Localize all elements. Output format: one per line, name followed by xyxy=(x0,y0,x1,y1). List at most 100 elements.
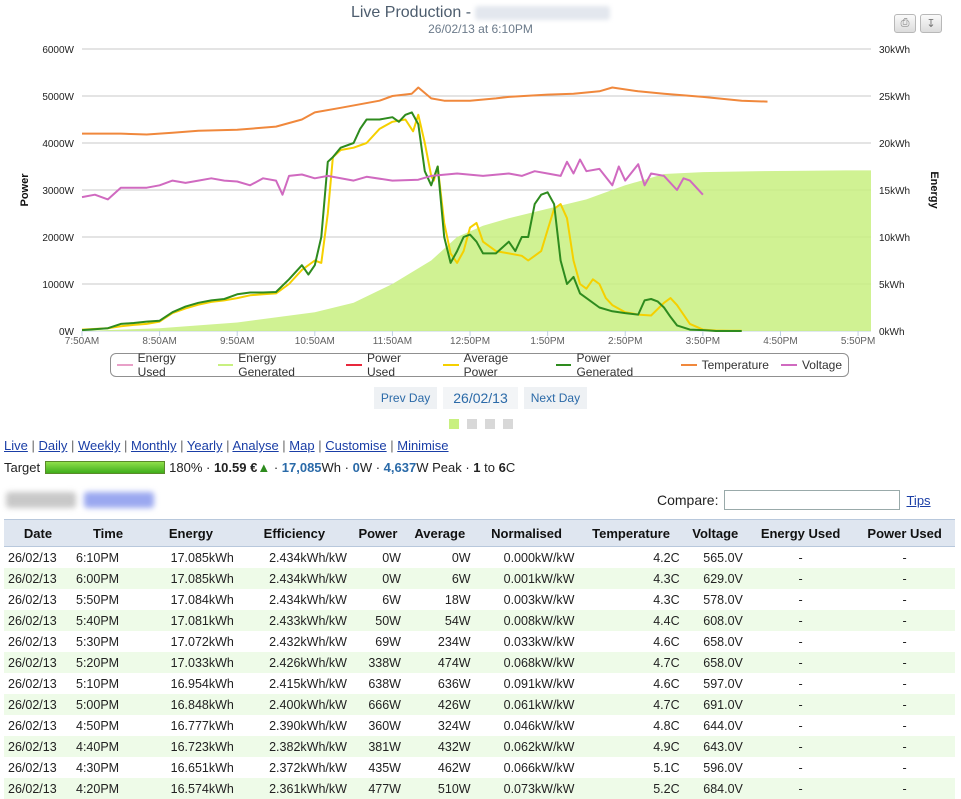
table-cell: 5:40PM xyxy=(72,610,144,631)
legend-item[interactable]: Power Generated xyxy=(555,351,669,379)
legend-item[interactable]: Temperature xyxy=(680,358,769,372)
column-header[interactable]: Power xyxy=(350,519,405,547)
y-right-tick-label: 0kWh xyxy=(879,327,905,338)
next-day-button[interactable]: Next Day xyxy=(523,387,588,409)
table-cell: - xyxy=(746,778,855,799)
series-line-power-generated xyxy=(81,111,742,332)
table-cell: 636W xyxy=(437,676,471,691)
table-cell: - xyxy=(902,760,907,775)
table-cell: 643.0V xyxy=(683,736,747,757)
nav-analyse-link[interactable]: Analyse xyxy=(232,438,279,453)
tips-link[interactable]: Tips xyxy=(906,492,931,508)
table-cell: 4.7C xyxy=(578,694,684,715)
series-line-average-power xyxy=(81,113,742,332)
x-tick-label: 12:50PM xyxy=(450,336,490,347)
legend-item[interactable]: Voltage xyxy=(780,358,842,372)
table-cell: 26/02/13 xyxy=(8,550,57,565)
column-header[interactable]: Temperature xyxy=(578,519,684,547)
x-tick-label: 4:50PM xyxy=(763,336,797,347)
column-header[interactable]: Normalised xyxy=(474,519,579,547)
page-dot-active[interactable] xyxy=(448,419,459,429)
page-dot[interactable] xyxy=(484,419,495,429)
page-dot[interactable] xyxy=(466,419,477,429)
compare-input[interactable] xyxy=(724,490,901,510)
table-cell: - xyxy=(902,676,907,691)
table-cell: 0.068kW/kW xyxy=(474,652,579,673)
current-day-label[interactable]: 26/02/13 xyxy=(443,387,518,409)
temp-low: 1 xyxy=(473,460,481,475)
table-row: 26/02/13 5:20PM 17.033kWh 2.426kWh/kW 338W 47… xyxy=(4,652,955,673)
x-tick-label: 7:50AM xyxy=(65,336,99,347)
table-cell: 17.085kWh xyxy=(144,568,238,589)
y-left-tick-label: 5000W xyxy=(42,92,74,103)
site-name-redacted xyxy=(475,5,611,20)
table-cell: 6W xyxy=(382,592,401,607)
table-cell: 338W xyxy=(350,652,405,673)
table-cell: 4.2C xyxy=(653,550,680,565)
table-cell: - xyxy=(854,694,955,715)
print-button[interactable]: ⎙ xyxy=(894,14,916,33)
column-header[interactable]: Average xyxy=(404,519,475,547)
table-cell: - xyxy=(746,568,855,589)
prev-day-button[interactable]: Prev Day xyxy=(373,387,438,409)
table-header-row: Date Time Energy Efficiency Power Average Norm… xyxy=(4,519,955,547)
legend-item[interactable]: Energy Generated xyxy=(217,351,335,379)
series-area-energy-generated xyxy=(82,170,871,331)
nav-daily-link[interactable]: Daily xyxy=(38,438,68,453)
table-body: 26/02/13 6:10PM 17.085kWh 2.434kWh/kW 0W 0W 0.… xyxy=(4,547,955,799)
export-button[interactable]: ↧ xyxy=(920,14,942,33)
legend-item[interactable]: Average Power xyxy=(442,351,544,379)
nav-minimise-link[interactable]: Minimise xyxy=(397,438,449,453)
column-header[interactable]: Energy xyxy=(144,519,238,547)
table-cell: 0.061kW/kW xyxy=(474,694,579,715)
compare-row: Compare: Tips xyxy=(657,490,931,510)
temp-high: 6 xyxy=(498,460,506,475)
table-cell: 0.008kW/kW xyxy=(474,610,579,631)
page-dot[interactable] xyxy=(502,419,513,429)
legend-swatch xyxy=(346,364,362,366)
table-cell: - xyxy=(854,778,955,799)
y-right-tick-label: 10kWh xyxy=(879,233,910,244)
table-cell: 26/02/13 xyxy=(8,634,57,649)
y-right-tick-label: 5kWh xyxy=(879,280,905,291)
download-icon: ↧ xyxy=(926,18,936,30)
legend-label: Power Used xyxy=(366,351,401,379)
column-header[interactable]: Energy Used xyxy=(746,519,855,547)
table-cell: 26/02/13 xyxy=(4,736,72,757)
table-cell: 2.400kWh/kW xyxy=(237,694,351,715)
nav-map-link[interactable]: Map xyxy=(289,438,315,453)
table-cell: 4:40PM xyxy=(72,736,144,757)
table-cell: 26/02/13 xyxy=(4,694,72,715)
x-tick-label: 2:50PM xyxy=(608,336,642,347)
legend-label: Voltage xyxy=(801,358,842,372)
table-cell: 5:10PM xyxy=(76,676,120,691)
table-cell: 18W xyxy=(444,592,471,607)
column-header[interactable]: Date xyxy=(4,519,72,547)
legend-item[interactable]: Power Used xyxy=(346,351,431,379)
column-header[interactable]: Efficiency xyxy=(237,519,351,547)
table-cell: 691.0V xyxy=(683,694,747,715)
table-cell: 324W xyxy=(437,718,471,733)
table-cell: 6:00PM xyxy=(72,568,144,589)
table-cell: 0.062kW/kW xyxy=(474,736,579,757)
nav-monthly-link[interactable]: Monthly xyxy=(130,438,177,453)
table-row: 26/02/13 5:40PM 17.081kWh 2.433kWh/kW 50W 54W… xyxy=(4,610,955,631)
nav-yearly-link[interactable]: Yearly xyxy=(186,438,223,453)
table-cell: 5:30PM xyxy=(76,634,120,649)
table-cell: - xyxy=(746,694,855,715)
column-header[interactable]: Time xyxy=(72,519,144,547)
column-header[interactable]: Power Used xyxy=(854,519,955,547)
table-cell: 69W xyxy=(375,634,401,649)
legend-item[interactable]: Energy Used xyxy=(117,351,206,379)
table-row: 26/02/13 6:10PM 17.085kWh 2.434kWh/kW 0W 0W 0.… xyxy=(4,547,955,569)
table-cell: 432W xyxy=(404,736,475,757)
nav-customise-link[interactable]: Customise xyxy=(325,438,387,453)
nav-live-link[interactable]: Live xyxy=(4,438,28,453)
table-row: 26/02/13 5:00PM 16.848kWh 2.400kWh/kW 666W 42… xyxy=(4,694,955,715)
table-cell: 16.651kWh xyxy=(170,760,234,775)
table-cell: 435W xyxy=(368,760,401,775)
x-tick-label: 9:50AM xyxy=(220,336,254,347)
nav-weekly-link[interactable]: Weekly xyxy=(77,438,121,453)
column-header[interactable]: Voltage xyxy=(683,519,747,547)
table-cell: 477W xyxy=(350,778,405,799)
